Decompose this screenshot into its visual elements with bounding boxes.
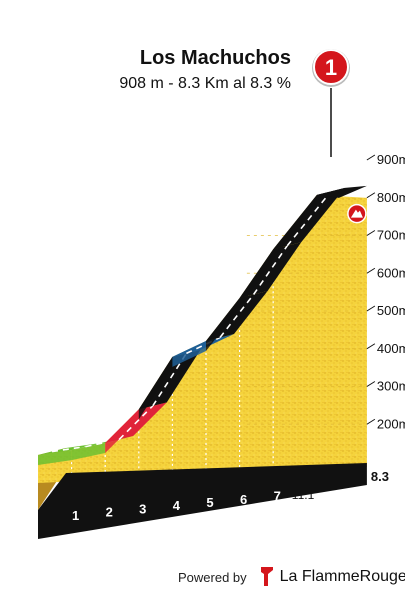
km-label: 6 — [240, 492, 247, 507]
km-label: 3 — [139, 501, 146, 516]
altitude-tick-label: 900m — [377, 152, 405, 167]
summit-marker: 1 — [312, 49, 350, 157]
road-summit-cap — [316, 185, 367, 198]
altitude-tick-label: 500m — [377, 303, 405, 318]
altitude-tick-label: 800m — [377, 190, 405, 205]
km-label: 2 — [106, 505, 113, 520]
road-segment-edge — [71, 443, 106, 461]
altitude-tick — [366, 418, 376, 425]
powered-by-text: Powered by — [178, 569, 247, 585]
altitude-tick — [366, 381, 376, 387]
road-segment-edge — [105, 409, 139, 453]
summit-marker-label: 1 — [325, 55, 337, 80]
km-label: 4 — [173, 498, 181, 513]
climb-title: Los Machuchos — [139, 47, 291, 69]
altitude-tick-label: 700m — [377, 228, 405, 243]
altitude-tick — [366, 230, 376, 236]
altitude-tick — [366, 154, 376, 161]
altitude-tick — [366, 343, 376, 350]
mountain-icon-peak — [350, 209, 363, 218]
altitude-tick — [366, 305, 376, 312]
km-label: 1 — [72, 508, 79, 523]
road-centerline — [85, 438, 120, 448]
altitude-tick-label: 600m — [377, 265, 405, 280]
brand-name: La FlammeRouge — [279, 568, 405, 585]
road-segment-edge — [138, 356, 173, 420]
road-segment-edge — [206, 298, 240, 351]
road-segment-edge — [38, 450, 72, 465]
altitude-tick-label: 300m — [377, 379, 405, 394]
flamme-rouge-logo-icon — [260, 567, 273, 586]
km-label: 5 — [206, 495, 213, 510]
end-km-label: 8.3 — [371, 469, 389, 484]
altitude-tick-label: 200m — [377, 416, 405, 431]
road-centerline — [51, 445, 86, 453]
footer: Powered by La FlammeRouge — [178, 566, 405, 588]
altitude-tick-label: 400m — [377, 341, 405, 356]
road-segment-edge — [273, 194, 317, 260]
profile-area — [38, 194, 367, 483]
elevation-profile-chart: 200m300m400m500m600m700m800m900m1.31.98.… — [38, 49, 405, 539]
summit-marker-badge — [313, 49, 349, 85]
km-label: 7 — [274, 489, 281, 504]
road-centerline — [286, 190, 332, 247]
km-base-strip — [38, 463, 367, 539]
altitude-tick — [366, 192, 376, 199]
road-centerline — [219, 294, 255, 339]
road-segment-edge — [239, 249, 274, 308]
altitude-tick — [366, 267, 376, 274]
climb-subtitle: 908 m - 8.3 Km al 8.3 % — [119, 75, 291, 92]
road-centerline — [252, 245, 288, 295]
road-centerline — [118, 405, 154, 441]
